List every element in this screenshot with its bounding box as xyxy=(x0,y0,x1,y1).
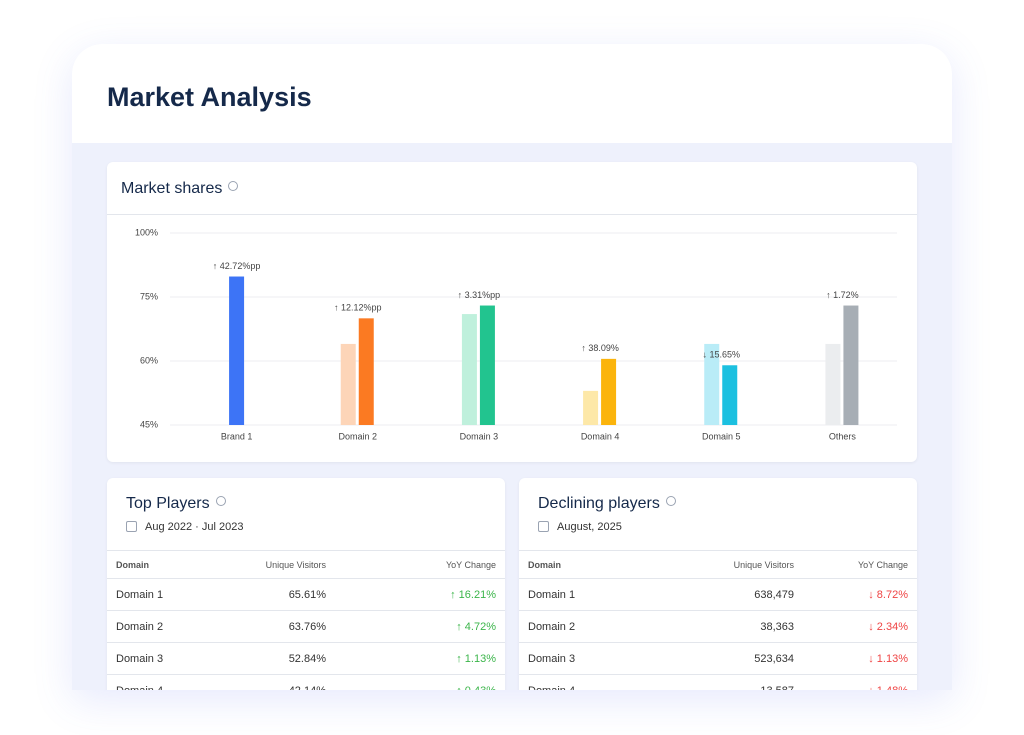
table-cell: 63.76% xyxy=(288,621,326,633)
column-header: Unique Visitors xyxy=(265,560,326,570)
bar xyxy=(601,358,617,425)
column-header: Domain xyxy=(116,560,150,570)
table-subtitle: Aug 2022 · Jul 2023 xyxy=(145,521,244,533)
table-cell: Domain 1 xyxy=(116,589,164,601)
table-cell: Domain 4 xyxy=(116,685,163,690)
market-shares-card: Market shares 45% 60% 75% 100% Brand 1 ↑ 42.7… xyxy=(107,162,917,462)
table-header: Domain Unique Visitors YoY Change xyxy=(519,550,917,579)
header: Market Analysis xyxy=(72,44,952,143)
bar xyxy=(229,276,245,425)
table-cell: ↑ 4.72% xyxy=(456,621,496,633)
table-cell: ↑ 0.43% xyxy=(456,685,496,690)
table-cell: Domain 3 xyxy=(116,653,164,665)
table-cell: ↑ 1.13% xyxy=(456,653,496,665)
column-header: Domain xyxy=(528,560,562,570)
table-title: Top Players xyxy=(126,495,210,512)
change-annotation: ↑ 3.31%pp xyxy=(458,290,501,300)
divider xyxy=(107,214,917,215)
change-annotation: ↓ 15.65% xyxy=(702,350,740,360)
chart: 45% 60% 75% 100% Brand 1 ↑ 42.72%pp Domain 2 ↑ … xyxy=(135,227,897,441)
y-tick-label: 60% xyxy=(140,355,158,365)
bar xyxy=(825,343,841,425)
change-annotation: ↑ 42.72%pp xyxy=(213,261,261,271)
table-row: Domain 4 13,587 ↓ 1.48% xyxy=(519,674,917,690)
table-cell: ↓ 1.13% xyxy=(868,653,908,665)
table-cell: 65.61% xyxy=(288,589,326,601)
card-title: Top Players xyxy=(126,495,226,513)
table-row: Domain 3 523,634 ↓ 1.13% xyxy=(519,642,917,675)
table-cell: Domain 3 xyxy=(528,653,576,665)
bar xyxy=(340,343,356,425)
x-tick-label: Others xyxy=(829,431,857,441)
y-tick-label: 100% xyxy=(135,227,158,237)
table-card: Declining players August, 2025 Domain Uniqu… xyxy=(519,478,917,690)
table-cell: Domain 2 xyxy=(116,621,164,633)
column-header: YoY Change xyxy=(857,560,908,570)
bar xyxy=(843,305,859,425)
calendar-icon xyxy=(538,521,549,532)
x-tick-label: Domain 2 xyxy=(338,431,377,441)
column-header: Unique Visitors xyxy=(733,560,794,570)
table-cell: 52.84% xyxy=(288,653,326,665)
calendar-icon xyxy=(126,521,137,532)
table-card: Top Players Aug 2022 · Jul 2023 Domain Uniq… xyxy=(107,478,505,690)
card-title: Declining players xyxy=(538,495,676,513)
x-tick-label: Domain 3 xyxy=(460,431,499,441)
column-header: YoY Change xyxy=(445,560,496,570)
page-title: Market Analysis xyxy=(107,82,312,112)
bar xyxy=(704,343,720,425)
chart-title: Market shares xyxy=(121,180,223,197)
y-tick-label: 75% xyxy=(140,291,158,301)
table-cell: ↓ 2.34% xyxy=(868,621,908,633)
info-icon[interactable] xyxy=(215,496,226,506)
table-cell: ↓ 1.48% xyxy=(868,685,908,690)
table-cell: ↓ 8.72% xyxy=(868,589,908,601)
table-header: Domain Unique Visitors YoY Change xyxy=(107,550,505,579)
bar xyxy=(722,365,738,425)
bar xyxy=(583,390,599,425)
table-cell: 523,634 xyxy=(754,653,794,665)
table-cell: Domain 1 xyxy=(528,589,576,601)
info-icon[interactable] xyxy=(665,496,676,506)
card-title: Market shares xyxy=(121,180,239,198)
table-row: Domain 1 638,479 ↓ 8.72% xyxy=(519,578,917,611)
app-window: Market Analysis Market shares 45% 60% 75% 1… xyxy=(72,44,952,690)
x-tick-label: Domain 5 xyxy=(702,431,741,441)
table-subtitle: August, 2025 xyxy=(557,521,622,533)
table-cell: 13,587 xyxy=(760,685,794,690)
table-cell: Domain 4 xyxy=(528,685,575,690)
change-annotation: ↑ 38.09% xyxy=(581,343,619,353)
bar xyxy=(461,314,477,425)
change-annotation: ↑ 12.12%pp xyxy=(334,303,382,313)
bar xyxy=(479,305,495,425)
change-annotation: ↑ 1.72% xyxy=(826,290,859,300)
table-row: Domain 2 63.76% ↑ 4.72% xyxy=(107,610,505,643)
date-range: Aug 2022 · Jul 2023 xyxy=(145,521,243,533)
table-row: Domain 1 65.61% ↑ 16.21% xyxy=(107,578,505,611)
info-icon[interactable] xyxy=(228,181,239,191)
date-range: August, 2025 xyxy=(557,521,622,533)
x-tick-label: Domain 4 xyxy=(581,431,620,441)
table-row: Domain 4 42.14% ↑ 0.43% xyxy=(107,674,505,690)
y-tick-label: 45% xyxy=(140,419,158,429)
table-cell: Domain 2 xyxy=(528,621,576,633)
table-row: Domain 2 38,363 ↓ 2.34% xyxy=(519,610,917,643)
x-tick-label: Brand 1 xyxy=(221,431,253,441)
table-cell: ↑ 16.21% xyxy=(450,589,496,601)
table-cell: 42.14% xyxy=(289,685,326,690)
table-cell: 38,363 xyxy=(760,621,794,633)
bar xyxy=(358,318,374,425)
table-row: Domain 3 52.84% ↑ 1.13% xyxy=(107,642,505,675)
table-title: Declining players xyxy=(538,495,660,512)
table-cell: 638,479 xyxy=(754,589,794,601)
